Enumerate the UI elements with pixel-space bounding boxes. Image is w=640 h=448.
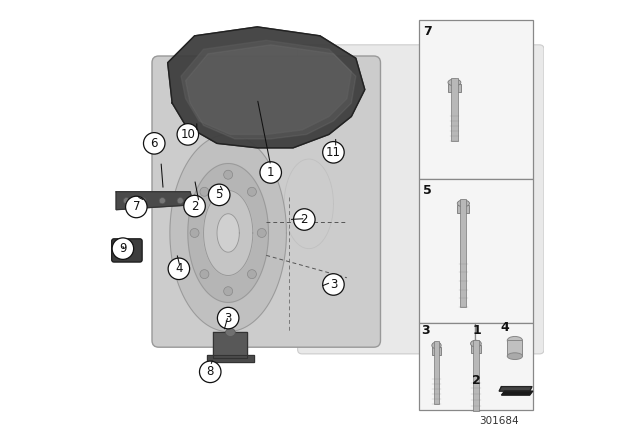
Text: 2: 2 <box>191 199 198 213</box>
Circle shape <box>159 198 165 204</box>
Circle shape <box>218 307 239 329</box>
Polygon shape <box>186 45 356 139</box>
Ellipse shape <box>508 336 522 345</box>
Text: 10: 10 <box>180 128 195 141</box>
Circle shape <box>209 184 230 206</box>
Text: 1: 1 <box>267 166 275 179</box>
Circle shape <box>200 361 221 383</box>
Bar <box>451 78 458 141</box>
Circle shape <box>143 133 165 154</box>
Polygon shape <box>170 134 287 332</box>
Text: 2: 2 <box>301 213 308 226</box>
Bar <box>434 341 439 404</box>
Ellipse shape <box>445 274 481 299</box>
Bar <box>419 20 532 179</box>
FancyBboxPatch shape <box>298 45 544 354</box>
Ellipse shape <box>445 238 481 263</box>
Circle shape <box>224 170 233 179</box>
Polygon shape <box>213 332 248 358</box>
Polygon shape <box>207 355 253 362</box>
Text: 4: 4 <box>500 321 509 335</box>
Bar <box>419 179 532 323</box>
Text: 5: 5 <box>216 188 223 202</box>
Circle shape <box>323 142 344 163</box>
Polygon shape <box>269 128 349 280</box>
Ellipse shape <box>457 200 470 207</box>
Text: 3: 3 <box>421 324 429 337</box>
Text: 3: 3 <box>225 311 232 325</box>
Bar <box>470 345 481 353</box>
Polygon shape <box>217 214 239 252</box>
Ellipse shape <box>445 310 481 335</box>
Circle shape <box>184 195 205 217</box>
Bar <box>432 347 441 355</box>
Circle shape <box>112 238 134 259</box>
Ellipse shape <box>445 194 481 218</box>
Text: 8: 8 <box>207 365 214 379</box>
Bar <box>473 340 479 411</box>
Text: 5: 5 <box>423 184 432 197</box>
Polygon shape <box>204 190 253 276</box>
Ellipse shape <box>470 340 481 347</box>
Circle shape <box>177 124 198 145</box>
Circle shape <box>200 187 209 196</box>
Circle shape <box>257 228 266 237</box>
Polygon shape <box>188 164 269 302</box>
Ellipse shape <box>448 79 461 86</box>
Circle shape <box>140 198 146 204</box>
Text: 11: 11 <box>326 146 341 159</box>
Text: 4: 4 <box>175 262 182 276</box>
Bar <box>508 340 522 356</box>
Text: 7: 7 <box>423 25 432 38</box>
Bar <box>460 199 467 307</box>
Circle shape <box>177 198 183 204</box>
Circle shape <box>248 187 257 196</box>
Polygon shape <box>116 192 194 210</box>
Bar <box>457 205 470 213</box>
Circle shape <box>190 228 199 237</box>
Bar <box>476 323 533 410</box>
Circle shape <box>125 196 147 218</box>
Ellipse shape <box>445 153 481 178</box>
Polygon shape <box>181 40 351 134</box>
Polygon shape <box>284 159 333 249</box>
Ellipse shape <box>508 353 522 359</box>
Ellipse shape <box>445 113 481 138</box>
FancyBboxPatch shape <box>152 56 380 347</box>
Circle shape <box>200 270 209 279</box>
Text: 301684: 301684 <box>479 416 519 426</box>
Circle shape <box>248 270 257 279</box>
Bar <box>419 323 476 410</box>
Text: 3: 3 <box>330 278 337 291</box>
Bar <box>448 84 461 92</box>
Ellipse shape <box>225 328 236 336</box>
Text: 9: 9 <box>119 242 127 255</box>
Text: 2: 2 <box>472 374 481 388</box>
Circle shape <box>260 162 282 183</box>
Circle shape <box>294 209 315 230</box>
Ellipse shape <box>432 342 441 349</box>
Polygon shape <box>499 387 532 391</box>
Text: 1: 1 <box>472 324 481 337</box>
Circle shape <box>323 274 344 295</box>
Polygon shape <box>168 27 365 148</box>
Circle shape <box>224 287 233 296</box>
Circle shape <box>124 198 129 204</box>
Text: 6: 6 <box>150 137 158 150</box>
Circle shape <box>168 258 189 280</box>
Polygon shape <box>502 391 532 395</box>
Text: 7: 7 <box>132 200 140 214</box>
FancyBboxPatch shape <box>111 239 142 262</box>
